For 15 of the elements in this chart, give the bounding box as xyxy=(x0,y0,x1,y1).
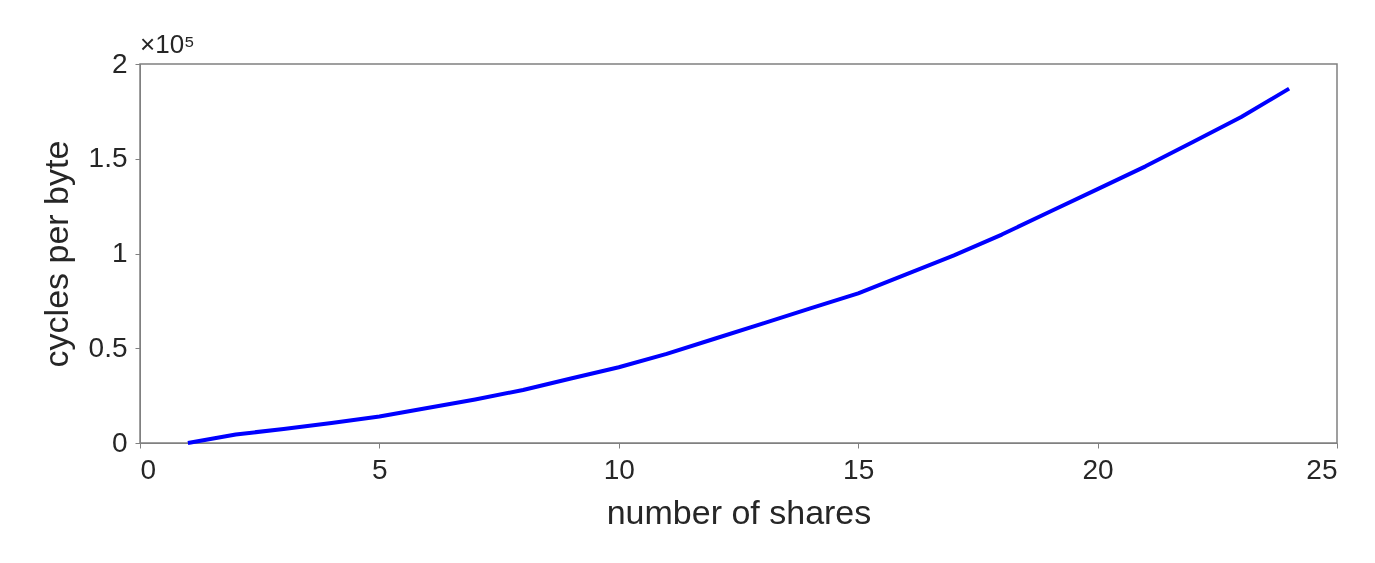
y-tick-label: 0.5 xyxy=(88,331,128,363)
text: ×10⁵ xyxy=(140,29,195,59)
x-axis-title: number of shares xyxy=(606,492,872,531)
y-tick-label: 2 xyxy=(111,47,128,79)
line-series xyxy=(185,86,1292,445)
x-tick-label: 15 xyxy=(843,453,875,485)
y-tick-label: 1 xyxy=(111,237,128,268)
x-tick-label: 0 xyxy=(140,453,157,485)
y-tick-label: 1.5 xyxy=(88,142,128,174)
x-tick-label: 25 xyxy=(1306,453,1338,485)
x-tick-label: 5 xyxy=(372,453,388,485)
x-tick-label: 20 xyxy=(1082,453,1114,485)
y-axis-title: cycles per byte xyxy=(36,140,75,368)
y-tick-label: 0 xyxy=(111,426,128,458)
x-tick-label: 10 xyxy=(603,453,635,485)
